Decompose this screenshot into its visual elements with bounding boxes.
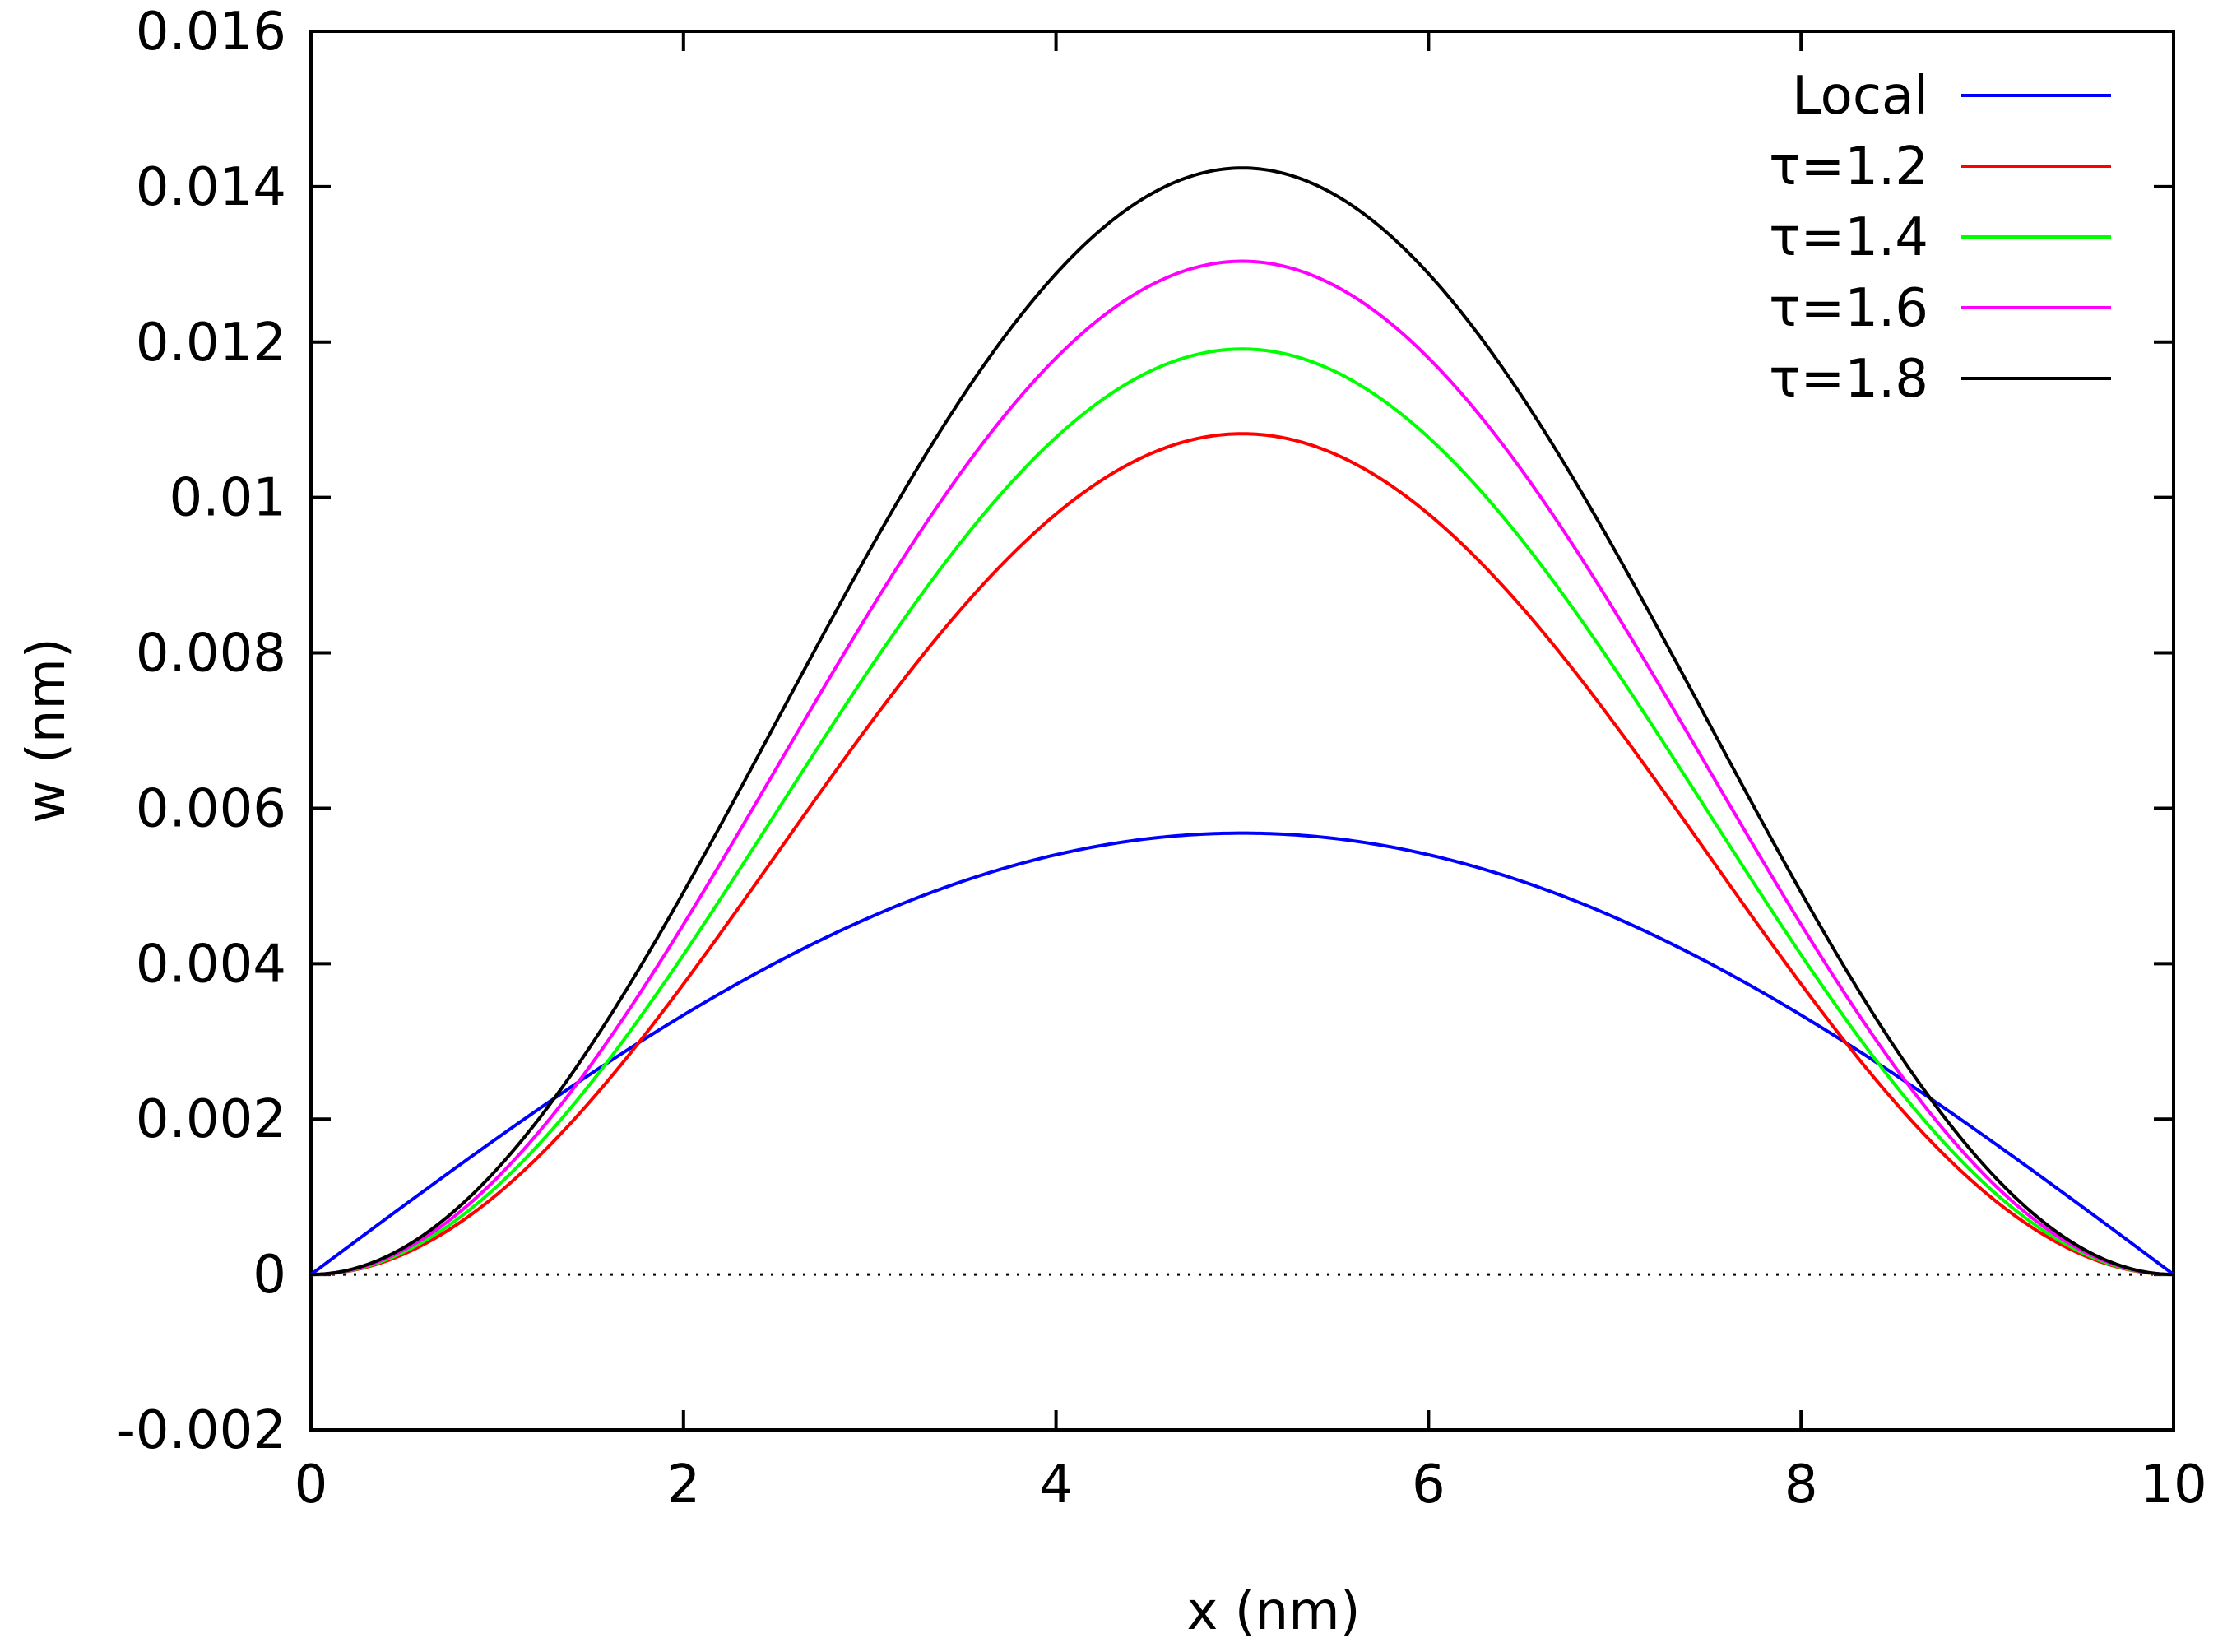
y-tick-label-9: 0.016 <box>136 2 286 63</box>
y-tick-label-2: 0.002 <box>136 1089 286 1150</box>
x-tick-label-3: 6 <box>1412 1455 1445 1515</box>
ticks-layer: 0 2 4 6 8 10-0.00200.0020.0040.0060.0080.010.… <box>117 2 2207 1515</box>
y-tick-label-3: 0.004 <box>136 934 286 995</box>
x-tick-label-2: 4 <box>1039 1455 1073 1515</box>
x-tick-label-4: 8 <box>1784 1455 1818 1515</box>
x-axis-title: x (nm) <box>1186 1581 1360 1642</box>
y-tick-label-1: 0 <box>253 1245 286 1306</box>
y-axis-title: w (nm) <box>16 638 77 824</box>
legend-label-1: τ=1.2 <box>1769 137 1928 197</box>
y-tick-label-4: 0.006 <box>136 778 286 839</box>
legend-label-0: Local <box>1792 66 1928 127</box>
plot-frame <box>309 30 2175 1432</box>
y-tick-label-8: 0.014 <box>136 157 286 218</box>
legend-label-3: τ=1.6 <box>1769 278 1928 339</box>
x-tick-label-5: 10 <box>2140 1455 2206 1515</box>
y-tick-label-7: 0.012 <box>136 313 286 374</box>
y-tick-label-0: -0.002 <box>117 1400 286 1461</box>
y-tick-label-5: 0.008 <box>136 624 286 684</box>
series-line-1 <box>310 432 2174 1277</box>
series-line-3 <box>310 259 2174 1277</box>
x-tick-label-0: 0 <box>295 1455 328 1515</box>
y-tick-label-6: 0.01 <box>169 468 287 529</box>
series-line-2 <box>310 347 2174 1277</box>
series-line-0 <box>309 831 2175 1276</box>
x-tick-label-1: 2 <box>666 1455 700 1515</box>
series-layer <box>309 166 2175 1277</box>
series-line-4 <box>310 166 2174 1277</box>
legend-label-4: τ=1.8 <box>1769 349 1928 410</box>
legend: Local τ=1.2 τ=1.4 τ=1.6 τ=1.8 <box>1769 66 2111 410</box>
legend-label-2: τ=1.4 <box>1769 207 1928 268</box>
